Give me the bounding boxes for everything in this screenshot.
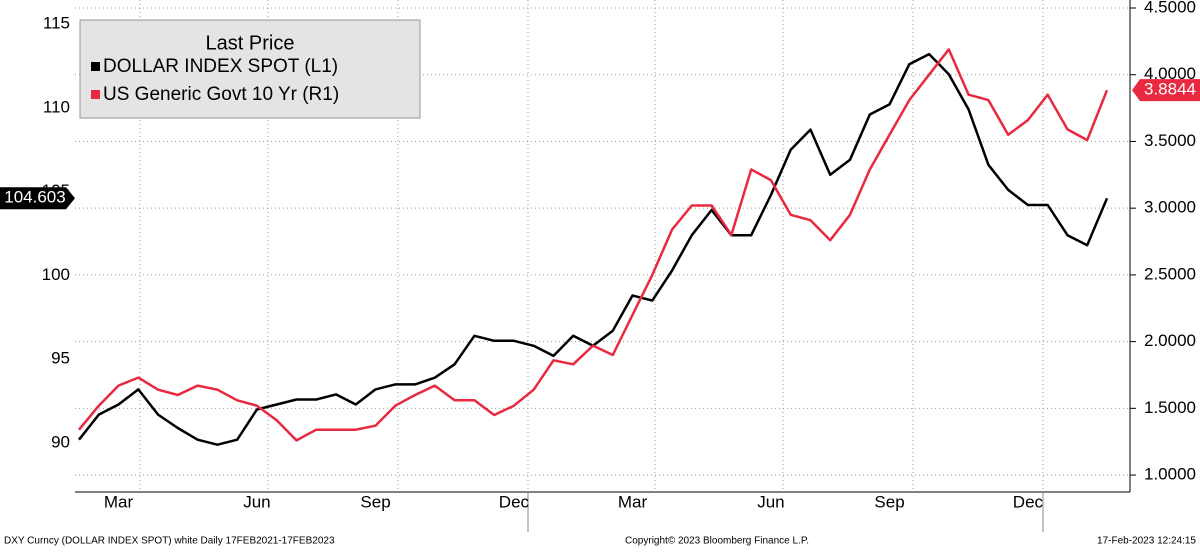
- legend-label: US Generic Govt 10 Yr (R1): [103, 84, 339, 105]
- footer-left: DXY Curncy (DOLLAR INDEX SPOT) white Dai…: [4, 536, 335, 547]
- x-tick-label: Mar: [104, 492, 134, 511]
- legend-box: [79, 19, 421, 119]
- x-tick-label: Sep: [874, 492, 904, 511]
- y2-tick-label: 3.0000: [1144, 198, 1196, 217]
- x-tick-label: Mar: [618, 492, 648, 511]
- y-tick-label: 90: [51, 433, 70, 452]
- footer-right: 17-Feb-2023 12:24:15: [1097, 536, 1196, 547]
- series-line: [78, 48, 1109, 442]
- y2-tick-label: 4.0000: [1144, 64, 1196, 83]
- y-tick-label: 100: [42, 265, 70, 284]
- x-tick-label: Jun: [757, 492, 784, 511]
- legend-swatch: [91, 90, 100, 99]
- y-tick-label: 110: [43, 97, 70, 116]
- x-tick-label: Jun: [243, 492, 270, 511]
- x-tick-label: Dec: [1013, 492, 1044, 511]
- y-tick-label: 115: [43, 13, 70, 32]
- last-value-tags: 104.603 3.8844: [0, 79, 1200, 210]
- last-value-label: 104.603: [4, 188, 65, 207]
- y2-tick-label: 1.5000: [1144, 398, 1196, 417]
- footer-center: Copyright© 2023 Bloomberg Finance L.P.: [625, 536, 809, 547]
- legend-label: DOLLAR INDEX SPOT (L1): [103, 56, 338, 77]
- y-tick-label: 95: [51, 349, 70, 368]
- x-tick-label: Dec: [499, 492, 530, 511]
- y2-tick-label: 2.0000: [1144, 331, 1196, 350]
- legend-swatch: [91, 62, 100, 71]
- y2-tick-label: 1.0000: [1144, 465, 1196, 484]
- legend: Last Price DOLLAR INDEX SPOT (L1) US Gen…: [79, 19, 421, 119]
- last-value-tag: [1132, 79, 1200, 102]
- lines: [78, 48, 1109, 446]
- y2-tick-label: 2.5000: [1144, 264, 1196, 283]
- y2-tick-label: 3.5000: [1144, 131, 1196, 150]
- legend-title: Last Price: [206, 32, 295, 54]
- last-value-tag: [0, 187, 75, 210]
- y2-tick-label: 4.5000: [1144, 0, 1196, 16]
- x-tick-label: Sep: [360, 492, 390, 511]
- last-value-label: 3.8844: [1144, 80, 1196, 99]
